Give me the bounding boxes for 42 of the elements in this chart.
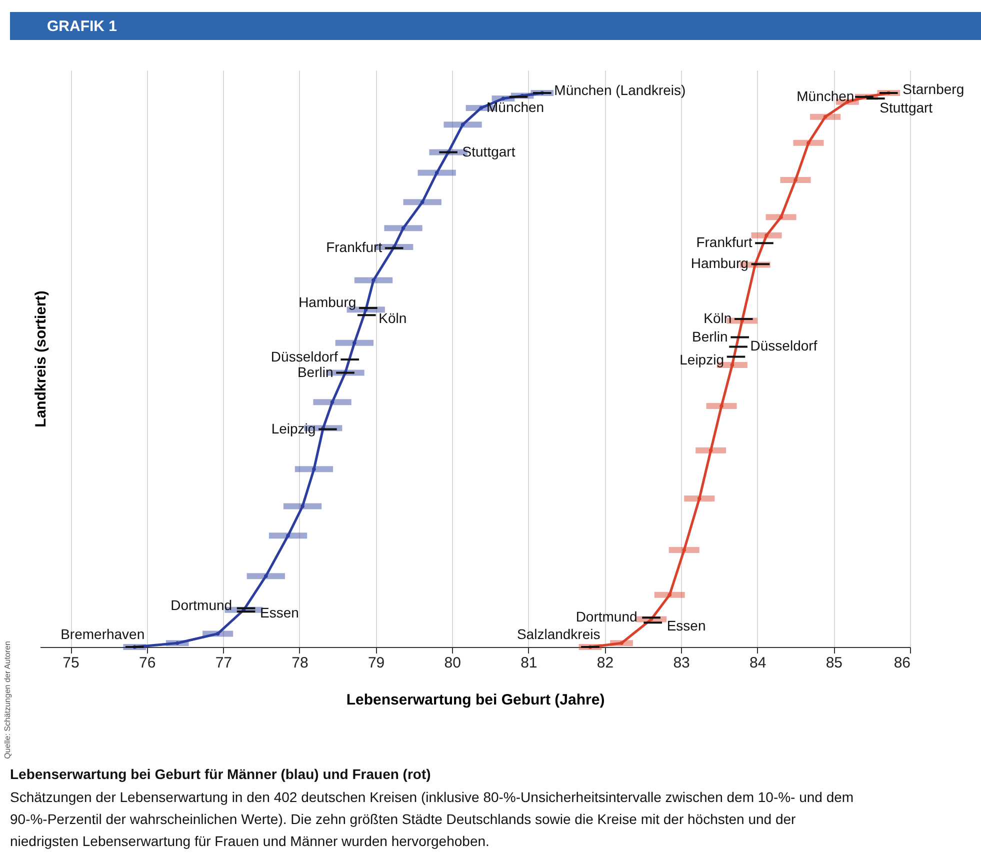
- annotation: München (Landkreis): [554, 82, 686, 98]
- annotation: Bremerhaven: [60, 626, 145, 642]
- text: Lebenserwartung bei Geburt für Männer (blau) und Frauen (rot): [10, 766, 431, 782]
- x-tick-label: 82: [596, 654, 614, 672]
- y-axis-title: Landkreis (sortiert): [32, 290, 50, 428]
- x-tick-label: 80: [444, 654, 461, 672]
- x-tick-label: 85: [826, 654, 843, 672]
- annotation: Essen: [260, 604, 299, 621]
- annotation: Essen: [666, 618, 706, 634]
- annotation: München: [796, 88, 854, 104]
- annotation: Starnberg: [902, 80, 964, 97]
- annotation: Salzlandkreis: [516, 626, 600, 642]
- annotation: Leipzig: [680, 352, 724, 368]
- annotation: Berlin: [297, 364, 334, 380]
- annotation: Frankfurt: [696, 234, 752, 250]
- annotation: Dortmund: [576, 608, 638, 625]
- x-tick-label: 79: [368, 654, 385, 672]
- x-tick-label: 78: [292, 654, 308, 672]
- source-note: Quelle: Schätzungen der Autoren: [3, 641, 12, 759]
- x-tick-label: 84: [750, 654, 766, 672]
- annotation: Dortmund: [170, 597, 232, 614]
- annotation: Stuttgart: [462, 143, 516, 160]
- chart-title: GRAFIK 1: [47, 18, 118, 35]
- annotation: Frankfurt: [326, 239, 382, 256]
- annotation: Köln: [378, 310, 407, 326]
- annotation: Berlin: [692, 328, 728, 344]
- x-tick-label: 83: [673, 654, 690, 672]
- annotation: Stuttgart: [880, 100, 933, 116]
- annotation: Köln: [704, 310, 732, 326]
- annotation: Hamburg: [690, 255, 748, 272]
- annotation: Leipzig: [271, 420, 316, 436]
- x-tick-label: 86: [894, 654, 910, 672]
- x-tick-label: 81: [520, 654, 538, 672]
- x-tick-label: 76: [139, 654, 156, 672]
- annotation: München: [486, 98, 544, 115]
- text: Schätzungen der Lebenserwartung in den 402 deutschen Kreisen (inklusive 80-%-Unsicherheitsintervalle zwischen dem 10-%- und dem 90-%-Perzentil der wahrscheinlichen Werte). Die zehn größten Städte Deutschlands sowie die Kreise mit der höchsten und der niedrigsten Lebenserwartung für Frauen und Männer wurden hervorgehoben.: [10, 789, 854, 849]
- x-axis-title: Lebenserwartung bei Geburt (Jahre): [346, 692, 605, 708]
- annotation: Düsseldorf: [750, 338, 818, 354]
- x-tick-label: 75: [62, 654, 80, 672]
- annotation: Düsseldorf: [270, 348, 338, 364]
- x-tick-label: 77: [215, 654, 232, 672]
- annotation: Hamburg: [298, 294, 356, 310]
